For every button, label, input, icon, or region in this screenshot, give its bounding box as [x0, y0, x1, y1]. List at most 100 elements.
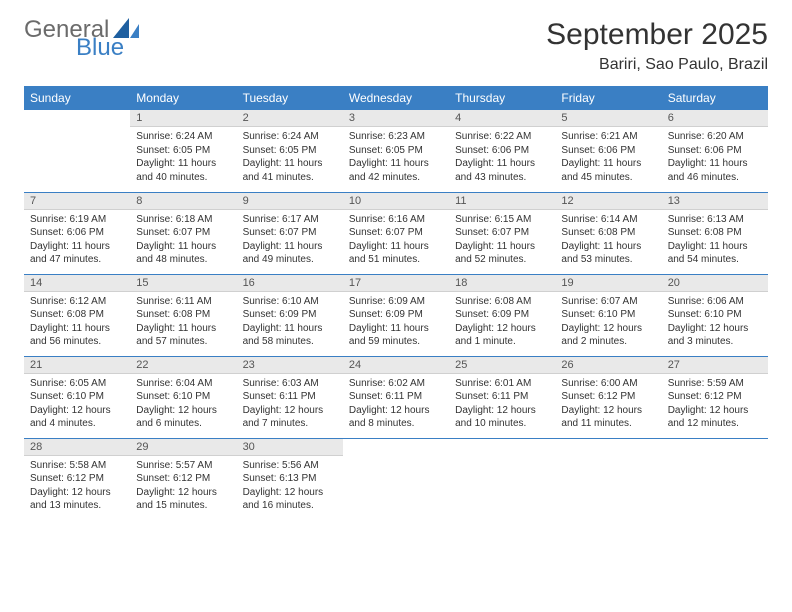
sunset-line: Sunset: 6:11 PM [243, 390, 337, 404]
sunrise-line: Sunrise: 6:21 AM [561, 130, 655, 144]
sunrise-line: Sunrise: 5:56 AM [243, 459, 337, 473]
calendar-cell-empty [343, 438, 449, 520]
day-details: Sunrise: 6:01 AMSunset: 6:11 PMDaylight:… [449, 374, 555, 434]
day-details: Sunrise: 6:24 AMSunset: 6:05 PMDaylight:… [130, 127, 236, 187]
calendar-cell: 24Sunrise: 6:02 AMSunset: 6:11 PMDayligh… [343, 356, 449, 438]
sunset-line: Sunset: 6:08 PM [136, 308, 230, 322]
daylight-line: Daylight: 11 hours and 43 minutes. [455, 157, 549, 184]
calendar-cell: 16Sunrise: 6:10 AMSunset: 6:09 PMDayligh… [237, 274, 343, 356]
sunrise-line: Sunrise: 6:09 AM [349, 295, 443, 309]
day-number: 13 [662, 193, 768, 210]
day-details: Sunrise: 6:00 AMSunset: 6:12 PMDaylight:… [555, 374, 661, 434]
sunrise-line: Sunrise: 5:57 AM [136, 459, 230, 473]
daylight-line: Daylight: 11 hours and 54 minutes. [668, 240, 762, 267]
sunrise-line: Sunrise: 6:23 AM [349, 130, 443, 144]
sunset-line: Sunset: 6:06 PM [561, 144, 655, 158]
daylight-line: Daylight: 12 hours and 4 minutes. [30, 404, 124, 431]
calendar-cell: 13Sunrise: 6:13 AMSunset: 6:08 PMDayligh… [662, 192, 768, 274]
calendar-cell: 23Sunrise: 6:03 AMSunset: 6:11 PMDayligh… [237, 356, 343, 438]
calendar-cell: 9Sunrise: 6:17 AMSunset: 6:07 PMDaylight… [237, 192, 343, 274]
calendar-cell: 10Sunrise: 6:16 AMSunset: 6:07 PMDayligh… [343, 192, 449, 274]
calendar-cell: 18Sunrise: 6:08 AMSunset: 6:09 PMDayligh… [449, 274, 555, 356]
sunset-line: Sunset: 6:12 PM [561, 390, 655, 404]
day-number: 15 [130, 275, 236, 292]
calendar-cell: 11Sunrise: 6:15 AMSunset: 6:07 PMDayligh… [449, 192, 555, 274]
calendar-cell: 2Sunrise: 6:24 AMSunset: 6:05 PMDaylight… [237, 110, 343, 192]
day-details: Sunrise: 5:57 AMSunset: 6:12 PMDaylight:… [130, 456, 236, 516]
calendar-cell: 5Sunrise: 6:21 AMSunset: 6:06 PMDaylight… [555, 110, 661, 192]
weekday-header: Sunday [24, 86, 130, 110]
sunrise-line: Sunrise: 6:24 AM [136, 130, 230, 144]
day-number: 4 [449, 110, 555, 127]
daylight-line: Daylight: 11 hours and 58 minutes. [243, 322, 337, 349]
sunset-line: Sunset: 6:12 PM [136, 472, 230, 486]
daylight-line: Daylight: 11 hours and 51 minutes. [349, 240, 443, 267]
day-number: 14 [24, 275, 130, 292]
sunrise-line: Sunrise: 6:04 AM [136, 377, 230, 391]
calendar-row: 21Sunrise: 6:05 AMSunset: 6:10 PMDayligh… [24, 356, 768, 438]
sunset-line: Sunset: 6:07 PM [455, 226, 549, 240]
weekday-header: Wednesday [343, 86, 449, 110]
day-details: Sunrise: 6:08 AMSunset: 6:09 PMDaylight:… [449, 292, 555, 352]
sunrise-line: Sunrise: 6:10 AM [243, 295, 337, 309]
day-details: Sunrise: 6:09 AMSunset: 6:09 PMDaylight:… [343, 292, 449, 352]
calendar-cell: 21Sunrise: 6:05 AMSunset: 6:10 PMDayligh… [24, 356, 130, 438]
day-details: Sunrise: 6:15 AMSunset: 6:07 PMDaylight:… [449, 210, 555, 270]
day-number: 27 [662, 357, 768, 374]
sunset-line: Sunset: 6:09 PM [455, 308, 549, 322]
daylight-line: Daylight: 11 hours and 40 minutes. [136, 157, 230, 184]
calendar-row: 28Sunrise: 5:58 AMSunset: 6:12 PMDayligh… [24, 438, 768, 520]
day-number: 22 [130, 357, 236, 374]
daylight-line: Daylight: 12 hours and 3 minutes. [668, 322, 762, 349]
sunrise-line: Sunrise: 6:03 AM [243, 377, 337, 391]
daylight-line: Daylight: 11 hours and 49 minutes. [243, 240, 337, 267]
daylight-line: Daylight: 11 hours and 52 minutes. [455, 240, 549, 267]
day-details: Sunrise: 6:16 AMSunset: 6:07 PMDaylight:… [343, 210, 449, 270]
day-number: 6 [662, 110, 768, 127]
day-number: 25 [449, 357, 555, 374]
calendar-cell: 29Sunrise: 5:57 AMSunset: 6:12 PMDayligh… [130, 438, 236, 520]
day-details: Sunrise: 6:11 AMSunset: 6:08 PMDaylight:… [130, 292, 236, 352]
daylight-line: Daylight: 12 hours and 11 minutes. [561, 404, 655, 431]
daylight-line: Daylight: 12 hours and 8 minutes. [349, 404, 443, 431]
sunset-line: Sunset: 6:07 PM [136, 226, 230, 240]
sunrise-line: Sunrise: 6:18 AM [136, 213, 230, 227]
sunset-line: Sunset: 6:06 PM [30, 226, 124, 240]
sunrise-line: Sunrise: 6:24 AM [243, 130, 337, 144]
day-number: 1 [130, 110, 236, 127]
calendar-cell: 8Sunrise: 6:18 AMSunset: 6:07 PMDaylight… [130, 192, 236, 274]
calendar-cell: 28Sunrise: 5:58 AMSunset: 6:12 PMDayligh… [24, 438, 130, 520]
day-number: 24 [343, 357, 449, 374]
calendar-table: SundayMondayTuesdayWednesdayThursdayFrid… [24, 86, 768, 520]
day-details: Sunrise: 5:58 AMSunset: 6:12 PMDaylight:… [24, 456, 130, 516]
day-number: 12 [555, 193, 661, 210]
sunrise-line: Sunrise: 6:08 AM [455, 295, 549, 309]
calendar-row: 14Sunrise: 6:12 AMSunset: 6:08 PMDayligh… [24, 274, 768, 356]
sunset-line: Sunset: 6:10 PM [668, 308, 762, 322]
weekday-header: Saturday [662, 86, 768, 110]
calendar-row: 7Sunrise: 6:19 AMSunset: 6:06 PMDaylight… [24, 192, 768, 274]
daylight-line: Daylight: 11 hours and 41 minutes. [243, 157, 337, 184]
day-number: 16 [237, 275, 343, 292]
day-number: 3 [343, 110, 449, 127]
day-details: Sunrise: 6:04 AMSunset: 6:10 PMDaylight:… [130, 374, 236, 434]
day-details: Sunrise: 6:14 AMSunset: 6:08 PMDaylight:… [555, 210, 661, 270]
day-details: Sunrise: 6:03 AMSunset: 6:11 PMDaylight:… [237, 374, 343, 434]
day-number: 19 [555, 275, 661, 292]
sunrise-line: Sunrise: 6:11 AM [136, 295, 230, 309]
daylight-line: Daylight: 12 hours and 1 minute. [455, 322, 549, 349]
sunrise-line: Sunrise: 6:06 AM [668, 295, 762, 309]
calendar-cell-empty [449, 438, 555, 520]
sunset-line: Sunset: 6:07 PM [243, 226, 337, 240]
sunrise-line: Sunrise: 5:58 AM [30, 459, 124, 473]
day-details: Sunrise: 6:07 AMSunset: 6:10 PMDaylight:… [555, 292, 661, 352]
calendar-cell: 12Sunrise: 6:14 AMSunset: 6:08 PMDayligh… [555, 192, 661, 274]
sunset-line: Sunset: 6:06 PM [668, 144, 762, 158]
sunset-line: Sunset: 6:11 PM [349, 390, 443, 404]
day-details: Sunrise: 5:56 AMSunset: 6:13 PMDaylight:… [237, 456, 343, 516]
sunrise-line: Sunrise: 6:07 AM [561, 295, 655, 309]
day-number: 29 [130, 439, 236, 456]
day-number: 26 [555, 357, 661, 374]
daylight-line: Daylight: 12 hours and 16 minutes. [243, 486, 337, 513]
day-details: Sunrise: 6:22 AMSunset: 6:06 PMDaylight:… [449, 127, 555, 187]
